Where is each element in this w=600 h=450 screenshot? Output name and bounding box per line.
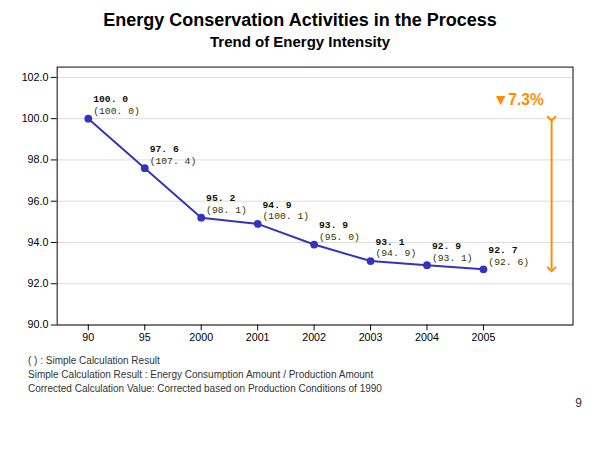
svg-text:96.0: 96.0	[28, 195, 49, 207]
svg-text:(98. 1): (98. 1)	[206, 205, 247, 216]
svg-text:100.0: 100.0	[22, 112, 49, 124]
svg-text:92. 9: 92. 9	[432, 241, 461, 252]
svg-text:93. 1: 93. 1	[375, 237, 404, 248]
svg-text:94. 9: 94. 9	[263, 200, 292, 211]
svg-text:(95. 0): (95. 0)	[319, 232, 360, 243]
svg-text:2002: 2002	[302, 331, 326, 343]
html-text:Trend of Energy Intensity: Trend of Energy Intensity	[210, 33, 390, 50]
svg-text:97. 6: 97. 6	[150, 144, 179, 155]
html-text:( ) : Simple Calculation Resul: ( ) : Simple Calculation Result	[28, 354, 160, 366]
svg-text:93. 9: 93. 9	[319, 220, 348, 231]
html-text:Corrected Calculation Value: C: Corrected Calculation Value: Corrected b…	[28, 382, 382, 394]
svg-text:2001: 2001	[246, 331, 270, 343]
svg-text:90: 90	[82, 331, 94, 343]
svg-text:(94. 9): (94. 9)	[375, 248, 416, 259]
svg-text:2005: 2005	[472, 331, 496, 343]
svg-text:100. 0: 100. 0	[93, 94, 128, 105]
svg-text:98.0: 98.0	[28, 153, 49, 165]
html-text:Simple Calculation Result : En: Simple Calculation Result : Energy Consu…	[28, 368, 374, 380]
svg-text:95. 2: 95. 2	[206, 193, 235, 204]
svg-text:(92. 6): (92. 6)	[488, 257, 529, 268]
svg-text:102.0: 102.0	[22, 71, 49, 83]
svg-text:92. 7: 92. 7	[488, 245, 517, 256]
svg-text:95: 95	[139, 331, 151, 343]
svg-text:2004: 2004	[415, 331, 439, 343]
svg-text:(100. 1): (100. 1)	[263, 211, 310, 222]
svg-text:94.0: 94.0	[28, 236, 49, 248]
svg-text:92.0: 92.0	[28, 277, 49, 289]
svg-text:90.0: 90.0	[28, 318, 49, 330]
svg-text:2000: 2000	[189, 331, 213, 343]
svg-text:▼7.3%: ▼7.3%	[493, 91, 544, 108]
html-text:Energy Conservation Activities: Energy Conservation Activities in the Pr…	[103, 10, 497, 30]
html-text:9: 9	[575, 395, 582, 410]
svg-text:(107. 4): (107. 4)	[150, 156, 197, 167]
svg-text:2003: 2003	[359, 331, 383, 343]
svg-text:(100. 0): (100. 0)	[93, 106, 140, 117]
svg-text:(93. 1): (93. 1)	[432, 252, 473, 263]
